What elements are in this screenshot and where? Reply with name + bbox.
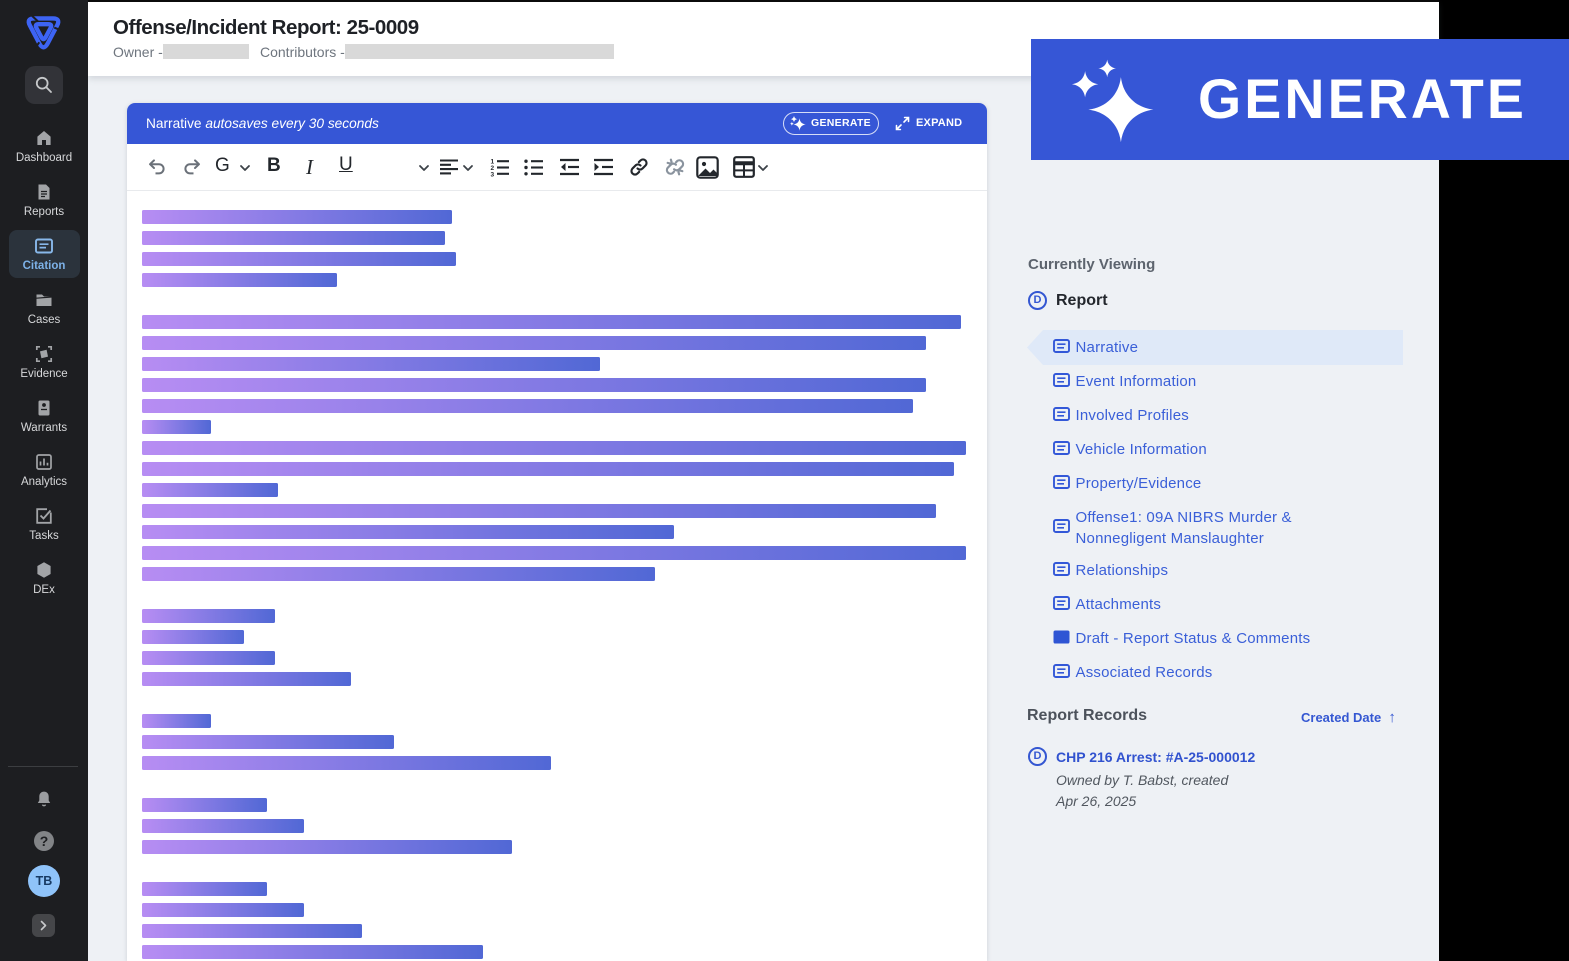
svg-text:3: 3: [491, 171, 495, 177]
svg-text:1: 1: [491, 159, 495, 166]
svg-text:2: 2: [491, 165, 495, 172]
